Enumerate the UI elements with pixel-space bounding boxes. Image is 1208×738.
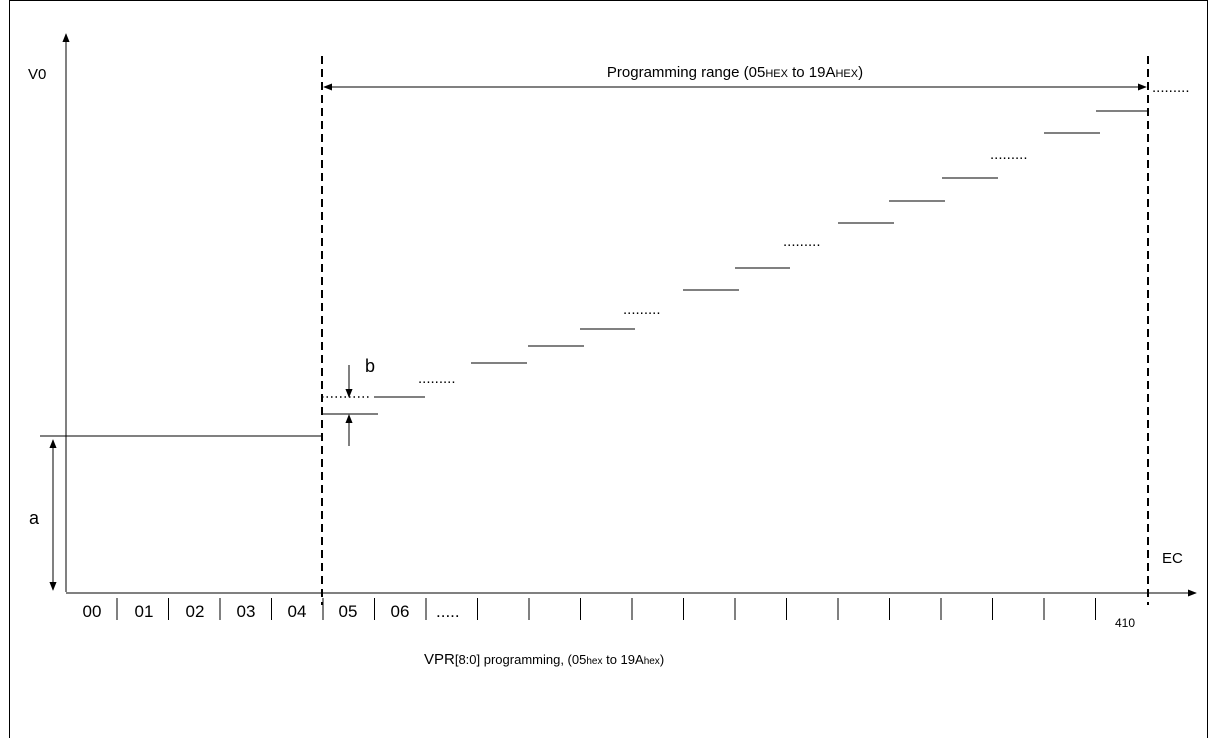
continuation-dots: .........: [623, 301, 661, 318]
continuation-dots: .........: [990, 146, 1028, 163]
continuation-dots: .........: [418, 370, 456, 387]
continuation-dots: .........: [783, 233, 821, 250]
a-label: a: [29, 508, 40, 528]
tick-label-01: 01: [135, 602, 154, 621]
tick-label-06: 06: [391, 602, 410, 621]
tick-label-410: 410: [1115, 616, 1135, 630]
x-axis-label: EC: [1162, 550, 1183, 567]
tick-label-04: 04: [288, 602, 307, 621]
tick-labels: 00 01 02 03 04 05 06 ..... 410: [83, 602, 1136, 630]
tick-label-05: 05: [339, 602, 358, 621]
staircase-steps: [322, 110, 1148, 415]
b-label: b: [365, 356, 375, 376]
programming-range-label: Programming range (05HEX to 19AHEX): [607, 64, 863, 81]
tick-label-ellipsis: .....: [436, 602, 460, 621]
continuation-dots: .........: [1152, 79, 1190, 96]
tick-separators: [116, 598, 1096, 620]
x-axis-caption: VPR[8:0] programming, (05hex to 19Ahex): [424, 651, 664, 668]
figure-border: [9, 0, 1208, 738]
tick-label-00: 00: [83, 602, 102, 621]
tick-label-03: 03: [237, 602, 256, 621]
tick-label-02: 02: [186, 602, 205, 621]
y-axis-label: V0: [28, 66, 46, 83]
